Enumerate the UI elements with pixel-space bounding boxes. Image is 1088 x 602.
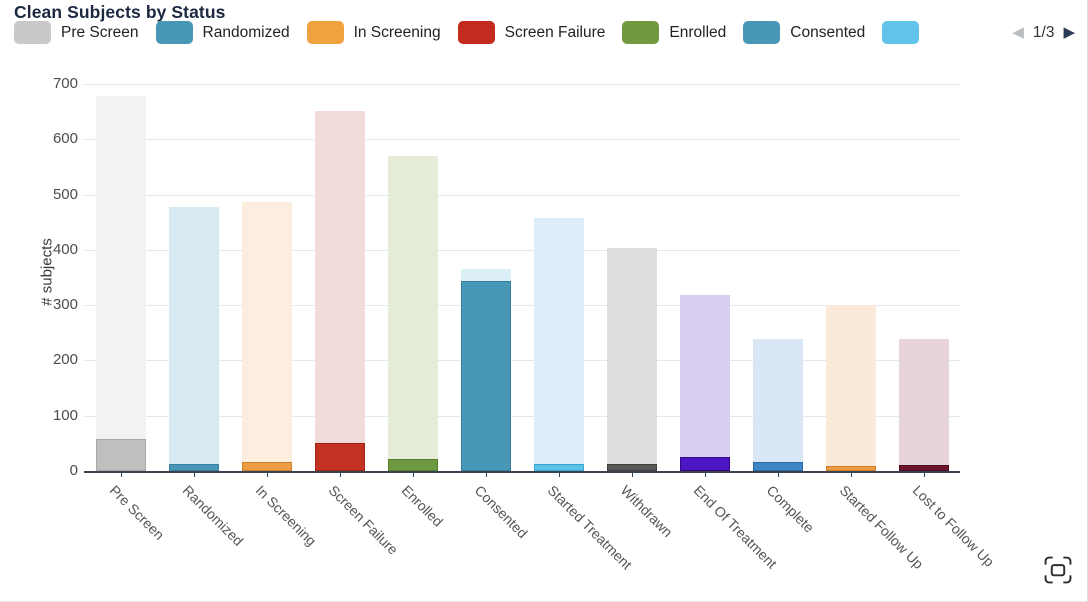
legend: Pre Screen Randomized In Screening Screen F… [14,21,920,44]
y-tick-label: 200 [52,351,78,369]
legend-label: Screen Failure [504,23,606,41]
bar-total-withdrawn[interactable] [606,247,657,471]
chart-title: Clean Subjects by Status [14,2,226,22]
gridline [84,305,960,307]
gridline [84,249,960,251]
legend-pager: ◀ 1/3 ▶ [1012,23,1075,43]
bar-value-in-screening[interactable] [241,462,292,471]
gridline [84,360,960,362]
legend-swatch [882,21,920,44]
legend-item-pre-screen[interactable]: Pre Screen [14,21,139,44]
x-tick-label: Randomized [179,482,247,549]
x-tick-label: Pre Screen [106,482,168,543]
bar-value-withdrawn[interactable] [606,463,657,471]
bar-total-started-follow-up[interactable] [825,304,876,471]
legend-swatch [622,21,660,44]
x-tick [631,472,633,477]
gridline [84,415,960,417]
bar-value-started-treatment[interactable] [533,464,584,471]
x-tick [193,472,195,477]
legend-item-enrolled[interactable]: Enrolled [622,21,726,44]
legend-prev-icon[interactable]: ◀ [1012,24,1024,41]
bar-value-pre-screen[interactable] [95,439,146,471]
gridline [84,139,960,141]
legend-item-unlabeled[interactable] [882,21,920,44]
x-tick [485,472,487,477]
y-tick-label: 700 [52,75,78,92]
bar-total-lost-to-follow-up[interactable] [898,338,949,471]
bar-value-started-follow-up[interactable] [825,466,876,471]
bar-value-screen-failure[interactable] [314,443,365,471]
bar-total-end-of-treatment[interactable] [679,294,730,471]
legend-item-in-screening[interactable]: In Screening [306,21,441,44]
legend-label: Consented [790,23,866,41]
x-tick [412,472,414,477]
legend-page-indicator: 1/3 [1032,24,1055,41]
legend-label: Pre Screen [61,23,139,41]
x-tick [266,472,268,477]
bar-value-lost-to-follow-up[interactable] [898,464,949,471]
fullscreen-expand-icon[interactable] [1042,554,1074,586]
y-tick-label: 300 [52,296,78,314]
legend-swatch [155,21,193,44]
bar-value-consented[interactable] [460,281,511,471]
x-tick [777,472,779,477]
x-tick [558,472,560,477]
bar-value-enrolled[interactable] [387,458,438,471]
x-tick-label: Complete [763,482,817,536]
bar-value-end-of-treatment[interactable] [679,456,730,471]
x-tick [120,472,122,477]
legend-swatch [306,21,344,44]
bar-total-in-screening[interactable] [241,202,292,471]
legend-item-randomized[interactable]: Randomized [155,21,290,44]
legend-swatch [14,21,51,44]
legend-label: Randomized [202,23,290,41]
legend-next-icon[interactable]: ▶ [1063,24,1075,41]
y-tick-label: 500 [52,185,78,203]
legend-item-screen-failure[interactable]: Screen Failure [457,21,606,44]
legend-label: Enrolled [669,23,727,41]
bar-total-started-treatment[interactable] [533,217,584,471]
bar-total-complete[interactable] [752,339,803,471]
y-tick-label: 100 [52,406,78,424]
x-tick-label: Withdrawn [617,482,676,541]
gridline [84,194,960,196]
bar-value-randomized[interactable] [168,463,219,471]
legend-label: In Screening [353,23,441,41]
bar-total-pre-screen[interactable] [95,96,146,471]
x-tick [704,472,706,477]
gridline [84,84,960,85]
bar-total-randomized[interactable] [168,206,219,471]
x-axis-line [84,471,960,473]
x-tick-label: Enrolled [398,482,446,530]
bar-total-screen-failure[interactable] [314,110,365,471]
legend-swatch [457,21,495,44]
y-tick-label: 600 [52,130,78,148]
legend-swatch [743,21,781,44]
x-tick [923,472,925,477]
x-tick-label: Consented [471,482,531,542]
x-tick [339,472,341,477]
x-tick-label: In Screening [252,482,320,549]
x-tick-label: Screen Failure [325,482,401,558]
x-tick [850,472,852,477]
bar-value-complete[interactable] [752,461,803,471]
bar-total-enrolled[interactable] [387,155,438,471]
legend-item-consented[interactable]: Consented [743,21,865,44]
y-tick-label: 400 [52,240,78,258]
y-tick-label: 0 [69,462,78,479]
